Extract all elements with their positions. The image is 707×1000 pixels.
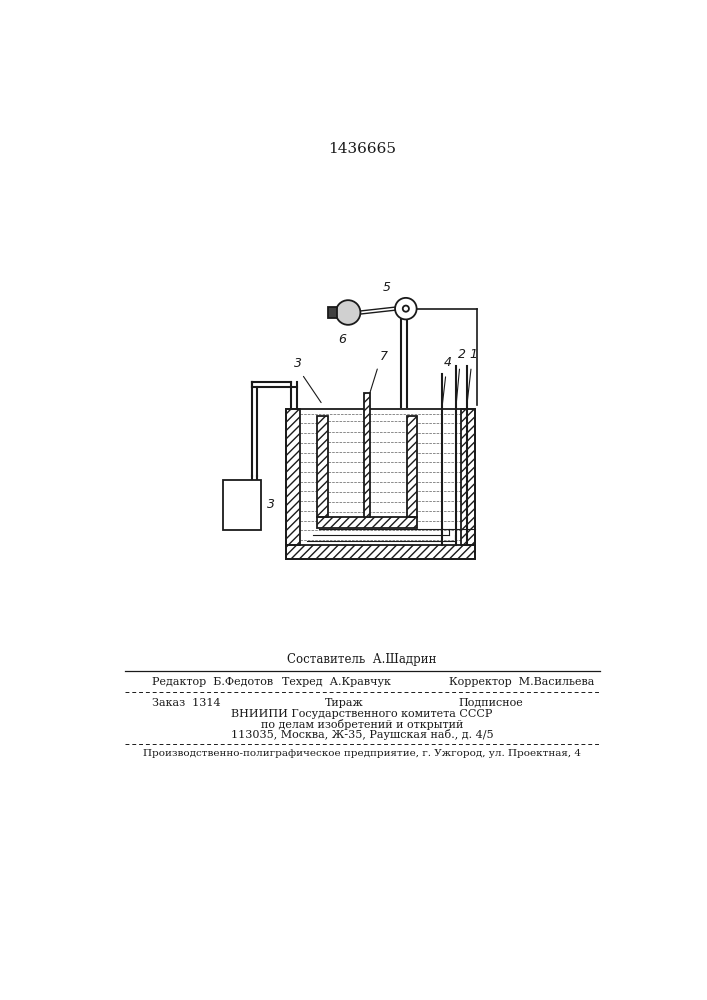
Bar xyxy=(300,409,461,545)
Text: 1: 1 xyxy=(469,348,478,361)
Bar xyxy=(223,480,261,530)
Text: 2: 2 xyxy=(458,348,466,361)
Bar xyxy=(286,545,475,559)
Text: 1436665: 1436665 xyxy=(328,142,396,156)
Bar xyxy=(317,517,417,528)
Bar xyxy=(317,416,328,517)
Bar xyxy=(286,409,300,545)
Text: Подписное: Подписное xyxy=(458,698,523,708)
Bar xyxy=(286,545,475,559)
Text: 3: 3 xyxy=(294,357,302,370)
Text: Производственно-полиграфическое предприятие, г. Ужгород, ул. Проектная, 4: Производственно-полиграфическое предприя… xyxy=(143,749,581,758)
Text: Корректор  М.Васильева: Корректор М.Васильева xyxy=(449,677,594,687)
Text: 7: 7 xyxy=(380,350,387,363)
Bar xyxy=(364,393,370,517)
Text: Техред  А.Кравчук: Техред А.Кравчук xyxy=(282,677,391,687)
Bar xyxy=(461,409,475,545)
Text: 5: 5 xyxy=(382,281,391,294)
Text: по делам изобретений и открытий: по делам изобретений и открытий xyxy=(261,719,463,730)
Text: ВНИИПИ Государственного комитета СССР: ВНИИПИ Государственного комитета СССР xyxy=(231,709,493,719)
Text: Редактор  Б.Федотов: Редактор Б.Федотов xyxy=(152,677,273,687)
Bar xyxy=(328,416,407,517)
Text: Заказ  1314: Заказ 1314 xyxy=(152,698,221,708)
Bar xyxy=(364,393,370,517)
Text: 4: 4 xyxy=(443,356,452,369)
Bar xyxy=(286,409,300,545)
Text: Составитель  А.Шадрин: Составитель А.Шадрин xyxy=(287,652,437,666)
Text: 113035, Москва, Ж-35, Раушская наб., д. 4/5: 113035, Москва, Ж-35, Раушская наб., д. … xyxy=(230,729,493,740)
Text: Тираж: Тираж xyxy=(325,698,363,708)
Circle shape xyxy=(403,306,409,312)
Bar xyxy=(461,409,475,545)
Bar xyxy=(286,409,475,559)
Bar xyxy=(317,517,417,528)
Text: 3: 3 xyxy=(267,498,274,512)
Bar xyxy=(317,416,328,517)
Bar xyxy=(407,416,417,517)
Text: 6: 6 xyxy=(338,333,346,346)
Bar xyxy=(328,307,337,318)
Bar xyxy=(407,416,417,517)
Circle shape xyxy=(336,300,361,325)
Circle shape xyxy=(395,298,416,319)
